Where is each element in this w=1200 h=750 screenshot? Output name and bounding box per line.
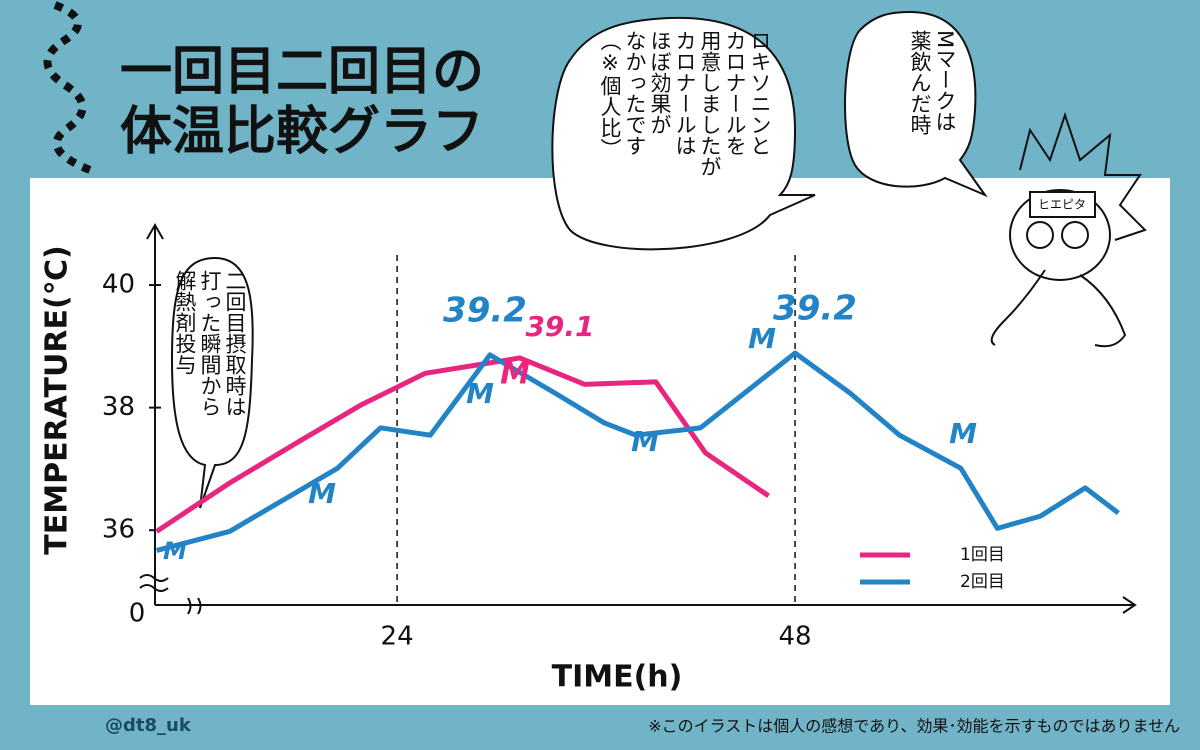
annotation: M (163, 537, 187, 565)
annotation: M (500, 357, 530, 392)
annotation: M (949, 417, 977, 450)
bubble (170, 256, 254, 509)
annotation: M (466, 377, 494, 410)
bubble-text: Mマークは (933, 30, 957, 132)
y-tick-label: 38 (102, 392, 135, 422)
bubble (843, 10, 988, 198)
character-label: ヒエピタ (1038, 198, 1086, 212)
bubble-text: 打った瞬間から (198, 270, 222, 417)
character (990, 111, 1147, 348)
title: 一回目二回目の (120, 42, 484, 102)
bubble-text: 用意しましたが (698, 30, 722, 177)
title: 体温比較グラフ (120, 102, 484, 162)
bubble-text: 薬飲んだ時 (908, 30, 932, 135)
annotation: 39.2 (773, 289, 857, 329)
axis-break (139, 574, 202, 615)
x-axis-label: TIME(h) (552, 660, 683, 695)
x-tick-label: 48 (779, 622, 812, 652)
annotation: 39.2 (443, 291, 527, 331)
footer-disclaimer: ※このイラストは個人の感想であり、効果･効能を示すものではありません (648, 717, 1180, 736)
legend-label: 1回目 (960, 545, 1005, 565)
legend-label: 2回目 (960, 572, 1005, 592)
bubble-text: （※個人比） (598, 30, 622, 159)
bubble-text: 二回目摂取時は (223, 270, 247, 417)
y-axis-label: TEMPERATURE(℃) (40, 245, 75, 554)
footer-handle: @dt8_uk (105, 715, 192, 736)
series-line (156, 350, 1120, 553)
decoration (43, 1, 92, 174)
bubble (551, 16, 816, 251)
annotation: M (308, 477, 336, 510)
origin-label: 0 (129, 599, 146, 629)
annotation: 39.1 (525, 310, 594, 343)
axis (155, 596, 1137, 614)
bubble-text: ほぼ効果が (648, 30, 672, 135)
bubble-text: ロキソニンと (748, 30, 772, 156)
bubble-text: カロナールは (673, 30, 697, 156)
x-tick-label: 24 (381, 622, 414, 652)
y-tick-label: 36 (102, 515, 135, 545)
y-tick-label: 40 (102, 270, 135, 300)
annotation: M (748, 322, 776, 355)
bubble-text: カロナールを (723, 30, 747, 156)
bubble-text: 解熱剤投与 (173, 270, 197, 375)
axis (146, 222, 164, 605)
annotation: M (631, 425, 659, 458)
bubble-text: なかったです (623, 30, 647, 156)
series-line (155, 355, 770, 534)
